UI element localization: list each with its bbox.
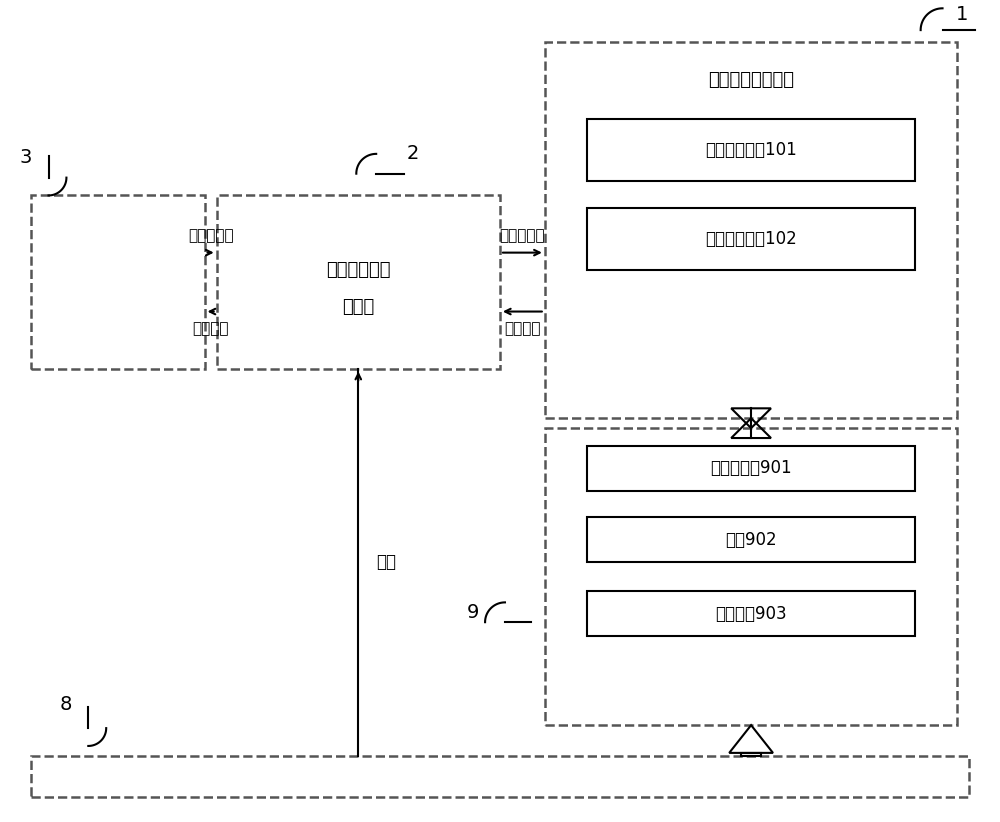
Bar xyxy=(587,208,915,270)
Bar xyxy=(587,446,915,491)
Text: 回波信号: 回波信号 xyxy=(192,321,229,336)
Bar xyxy=(31,196,205,369)
Bar xyxy=(587,119,915,181)
Text: 1: 1 xyxy=(956,5,969,24)
Text: 伺服运动分系统: 伺服运动分系统 xyxy=(713,447,789,465)
Bar xyxy=(31,756,969,797)
Text: 传动装罓903: 传动装罓903 xyxy=(715,605,787,623)
Text: 分布式天线分系统: 分布式天线分系统 xyxy=(708,71,794,89)
Text: 电激励信号: 电激励信号 xyxy=(188,228,233,242)
Text: 高速开关网络: 高速开关网络 xyxy=(326,261,391,279)
Text: 分系统: 分系统 xyxy=(342,298,374,316)
Text: 8: 8 xyxy=(59,695,72,713)
Bar xyxy=(545,42,957,418)
Bar xyxy=(587,517,915,561)
Text: 线性天线阵列102: 线性天线阵列102 xyxy=(705,230,797,248)
Bar xyxy=(217,196,500,369)
Text: 线性天线阵列101: 线性天线阵列101 xyxy=(705,141,797,159)
Bar xyxy=(545,428,957,725)
Text: 3: 3 xyxy=(19,148,32,168)
Text: 9: 9 xyxy=(467,603,479,621)
Bar xyxy=(741,753,761,756)
Text: 控制: 控制 xyxy=(376,553,396,571)
Bar xyxy=(587,592,915,636)
Text: 电机902: 电机902 xyxy=(725,530,777,548)
Text: 2: 2 xyxy=(407,145,419,164)
Text: 电激励信号: 电激励信号 xyxy=(500,228,545,242)
Text: 回波信号: 回波信号 xyxy=(504,321,541,336)
Text: 伺服控制器901: 伺服控制器901 xyxy=(710,459,792,478)
